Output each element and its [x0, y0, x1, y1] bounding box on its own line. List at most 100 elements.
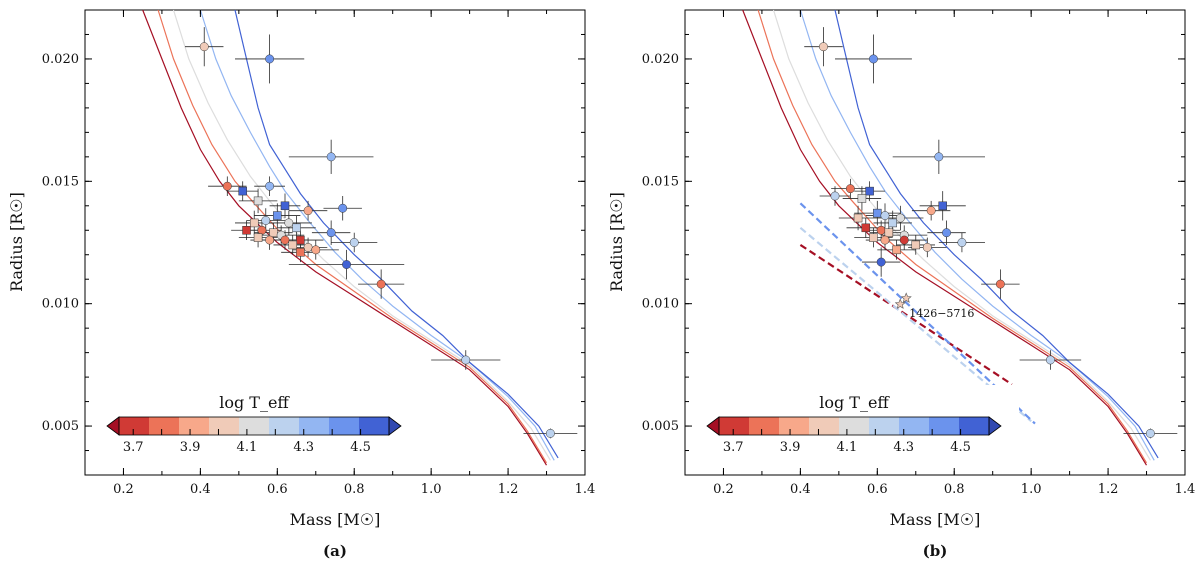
data-point — [461, 355, 471, 365]
x-tick-label: 1.4 — [1175, 482, 1196, 497]
x-axis-label-a: Mass [M☉] — [290, 510, 381, 529]
data-point — [269, 228, 278, 237]
x-tick-label: 1.2 — [498, 482, 519, 497]
colorbar-tick-label: 4.3 — [893, 440, 914, 455]
colorbar-segment — [359, 417, 390, 435]
data-point — [869, 233, 878, 242]
data-point — [265, 235, 275, 245]
y-tick-label: 0.020 — [642, 52, 679, 67]
colorbar-title: log T_eff — [819, 393, 890, 412]
data-point — [284, 218, 294, 228]
plot-frame-a — [84, 9, 586, 476]
data-point — [873, 208, 882, 218]
data-point — [1045, 355, 1055, 365]
data-point — [253, 233, 263, 242]
data-point — [892, 245, 901, 255]
colorbar-segment — [329, 417, 360, 435]
colorbar-segment — [959, 417, 990, 435]
x-tick-label: 0.6 — [867, 482, 888, 497]
y-tick-label: 0.010 — [642, 297, 679, 312]
data-point — [888, 218, 897, 228]
data-point — [222, 181, 232, 191]
star-marker — [894, 298, 906, 309]
data-point — [242, 226, 251, 235]
data-point — [265, 54, 275, 64]
colorbar-segment — [239, 417, 270, 435]
colorbar-title: log T_eff — [219, 393, 290, 412]
x-tick-label: 1.2 — [1098, 482, 1119, 497]
x-tick-label: 0.4 — [190, 482, 211, 497]
isochrone-0 — [142, 9, 548, 466]
data-point — [934, 152, 944, 162]
data-point — [938, 201, 947, 211]
isochrone-4 — [834, 9, 1159, 459]
data-point — [238, 186, 247, 196]
errorbars-b — [804, 27, 1178, 439]
data-point — [857, 194, 867, 203]
colorbar-tick-label: 4.1 — [837, 440, 858, 455]
colorbar-tick-label: 4.5 — [350, 440, 371, 455]
data-point — [819, 42, 828, 52]
colorbar-segment — [119, 417, 150, 435]
colorbar-segment — [809, 417, 840, 435]
isochrone-0 — [742, 9, 1148, 466]
x-tick-label: 0.6 — [267, 482, 288, 497]
data-point — [865, 186, 874, 196]
plot-frame-b — [684, 9, 1186, 476]
y-tick-label: 0.005 — [642, 419, 679, 434]
isochrone-4 — [234, 9, 559, 459]
isochrones-a — [142, 9, 559, 466]
colorbar-tick-label: 4.1 — [237, 440, 258, 455]
y-tick-label: 0.015 — [42, 174, 79, 189]
y-tick-label: 0.015 — [642, 174, 679, 189]
data-point — [876, 225, 886, 235]
x-tick-label: 1.0 — [1021, 482, 1042, 497]
data-point — [253, 196, 263, 206]
y-tick-label: 0.005 — [42, 419, 79, 434]
data-point — [199, 42, 209, 52]
data-point — [853, 213, 863, 223]
colorbar-segment — [869, 417, 900, 435]
ticks-b: 0.2 0.4 0.6 0.8 1.0 1.2 1.4 0.005 0.010 0.015 0.02… — [642, 9, 1196, 497]
data-point — [311, 245, 321, 255]
data-point — [880, 211, 890, 221]
data-point — [957, 238, 967, 247]
data-point — [861, 223, 871, 233]
colorbar-tick-label: 3.7 — [723, 440, 744, 455]
data-point — [338, 203, 348, 213]
colorbar-segment — [719, 417, 750, 435]
data-point — [292, 223, 301, 233]
dashed-line-0 — [799, 243, 1013, 386]
colorbar-segment — [899, 417, 930, 435]
star-marker — [900, 292, 912, 303]
data-point — [911, 240, 921, 250]
y-axis-label-b: Radius [R☉] — [607, 192, 626, 292]
panel-label-a: (a) — [323, 542, 347, 560]
panel-b: 0.2 0.4 0.6 0.8 1.0 1.2 1.4 0.005 0.010 0.015 0.02… — [607, 9, 1196, 560]
data-point — [296, 235, 305, 245]
colorbar-b: log T_eff 3.7 3.9 4.1 4.3 4.5 — [699, 385, 1019, 467]
isochrone-2 — [772, 9, 1151, 461]
data-point — [899, 235, 909, 245]
panel-a: 0.2 0.4 0.6 0.8 1.0 1.2 1.4 0.005 0.010 0.015 0.02… — [7, 9, 595, 560]
x-tick-label: 0.4 — [790, 482, 811, 497]
data-point — [995, 279, 1005, 289]
data-point — [261, 216, 271, 225]
colorbar-segment — [269, 417, 300, 435]
data-point — [895, 213, 905, 223]
colorbar-tick-label: 3.9 — [180, 440, 201, 455]
isochrone-2 — [172, 9, 551, 461]
x-tick-label: 0.2 — [113, 482, 134, 497]
isochrone-3 — [199, 9, 555, 461]
colorbar-segment — [929, 417, 960, 435]
dashed-line-1 — [799, 226, 1032, 423]
colorbar-tick-label: 4.3 — [293, 440, 314, 455]
annotation-1426-5716: 1426−5716 — [909, 307, 974, 320]
isochrone-3 — [799, 9, 1155, 461]
colorbar-segment — [839, 417, 870, 435]
colorbar-frame — [118, 416, 390, 436]
data-point — [845, 184, 855, 194]
colorbar-segment — [749, 417, 780, 435]
data-point — [830, 191, 840, 201]
